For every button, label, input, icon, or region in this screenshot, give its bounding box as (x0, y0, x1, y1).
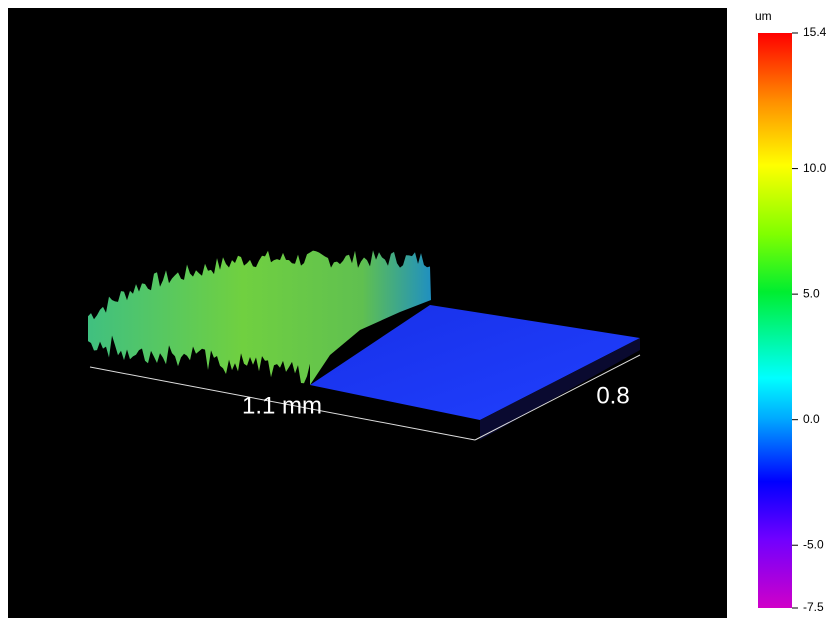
y-axis-label: 0.8 (596, 382, 629, 409)
tick-label: -5.0 (803, 537, 824, 551)
tick-label: 5.0 (803, 286, 820, 300)
x-axis-label: 1.1 mm (242, 392, 322, 419)
tick-label: 15.4 (803, 25, 827, 39)
tick-label: -7.5 (803, 600, 824, 614)
profiler-view: 1.1 mm 0.8 um 15.4 10.0 5.0 0.0 -5.0 -7.5 (0, 0, 840, 618)
tick-label: 10.0 (803, 161, 827, 175)
tick-label: 0.0 (803, 412, 820, 426)
colorbar (758, 33, 792, 608)
colorbar-ticks: 15.4 10.0 5.0 0.0 -5.0 -7.5 (792, 25, 827, 614)
colorbar-unit: um (755, 9, 772, 23)
